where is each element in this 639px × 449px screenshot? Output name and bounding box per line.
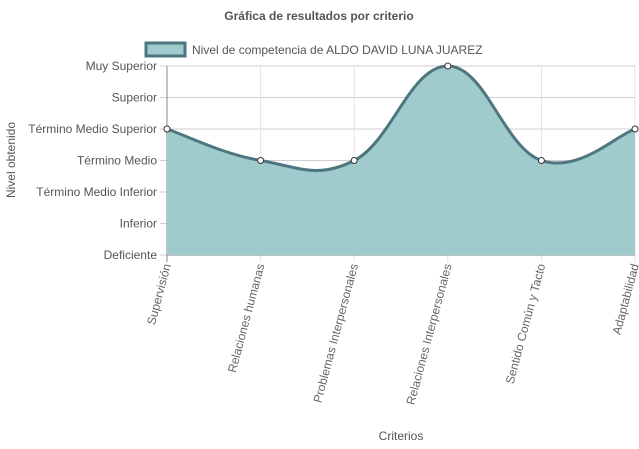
x-tick-labels: Supervisión Relaciones humanas Problemas I… xyxy=(144,262,639,406)
x-tick-label: Relaciones humanas xyxy=(225,262,268,374)
y-tick-label: Término Medio Inferior xyxy=(36,185,157,199)
data-point[interactable] xyxy=(350,157,358,164)
data-point[interactable] xyxy=(537,157,545,164)
x-tick-label: Adaptabilidad xyxy=(610,262,639,336)
data-point[interactable] xyxy=(631,125,639,133)
y-tick-label: Término Medio xyxy=(77,154,157,168)
data-point[interactable] xyxy=(163,125,171,133)
y-tick-label: Término Medio Superior xyxy=(28,122,157,136)
data-points-layer xyxy=(163,62,639,164)
y-tick-label: Muy Superior xyxy=(86,59,157,73)
data-point[interactable] xyxy=(444,62,452,70)
chart-title: Gráfica de resultados por criterio xyxy=(224,9,413,23)
y-tick-label: Inferior xyxy=(120,217,157,231)
legend-swatch xyxy=(144,41,187,58)
x-tick-label: Sentido Común y Tacto xyxy=(503,262,549,386)
series-area-fill xyxy=(167,66,635,255)
y-tick-label: Superior xyxy=(112,91,157,105)
y-tick-label: Deficiente xyxy=(104,248,158,262)
y-tick-labels: Deficiente Inferior Término Medio Inferior… xyxy=(28,59,157,262)
y-axis-label: Nivel obtenido xyxy=(4,122,18,198)
data-point[interactable] xyxy=(257,157,265,164)
x-axis-label: Criterios xyxy=(379,429,424,443)
x-tick-label: Problemas Interpersonales xyxy=(310,262,361,404)
x-tick-label: Relaciones Interpersonales xyxy=(404,262,455,406)
legend-label: Nivel de competencia de ALDO DAVID LUNA … xyxy=(192,43,483,57)
x-tick-label: Supervisión xyxy=(144,262,174,326)
legend[interactable]: Nivel de competencia de ALDO DAVID LUNA … xyxy=(144,41,483,58)
